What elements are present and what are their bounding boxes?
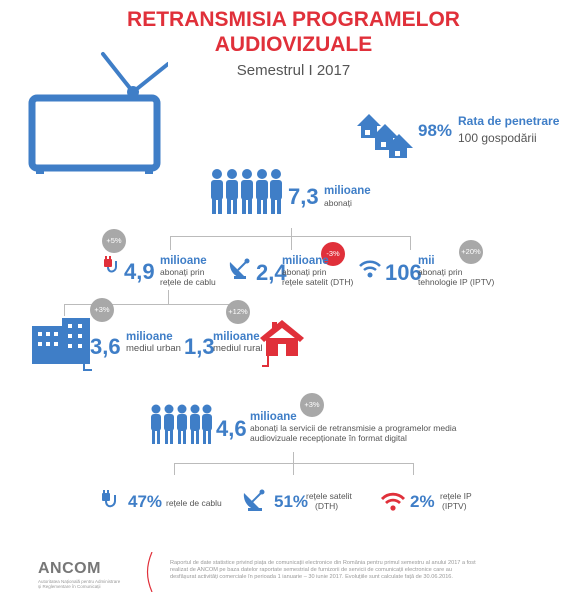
- tree-line: [174, 463, 175, 475]
- wifi-icon: [380, 492, 406, 511]
- footer-divider: [146, 552, 153, 592]
- urban-badge: +3%: [90, 298, 114, 322]
- plug-icon: [104, 256, 117, 273]
- digital-value: 4,6: [216, 416, 247, 441]
- digital-desc2: audiovizuale recepționate în format digi…: [250, 433, 407, 443]
- cable-value: 4,9: [124, 259, 155, 284]
- tree-line: [174, 463, 414, 464]
- tree-line: [410, 236, 411, 250]
- tree-line: [64, 304, 229, 305]
- tv-icon: [28, 52, 168, 174]
- urban-unit: milioane: [126, 331, 173, 343]
- penetration-label: Rata de penetrare: [458, 114, 560, 128]
- dth-value: 2,4: [256, 260, 287, 285]
- digital-iptv-label: rețele IP: [440, 491, 472, 501]
- satellite-dish-icon: [229, 258, 250, 279]
- footer-text1: Raportul de date statistice privind piaț…: [170, 560, 476, 566]
- digital-iptv-value: 2%: [410, 492, 435, 511]
- rural-value: 1,3: [184, 334, 215, 359]
- tree-line: [291, 228, 292, 250]
- penetration-sublabel: 100 gospodării: [458, 131, 537, 145]
- digital-desc1: abonați la servicii de retransmisie a pr…: [250, 423, 457, 433]
- iptv-desc1: abonați prin: [418, 267, 463, 277]
- footer-text2: realizat de ANCOM pe baza datelor raport…: [170, 567, 452, 573]
- page-title-line2: AUDIOVIZUALE: [214, 33, 373, 56]
- page-title: RETRANSMISIA PROGRAMELOR: [127, 8, 460, 31]
- footer-text3: desfășurat activități comerciale în peri…: [170, 574, 453, 580]
- dth-desc1: abonați prin: [282, 267, 327, 277]
- urban-value: 3,6: [90, 334, 121, 359]
- digital-dth-value: 51%: [274, 492, 309, 511]
- tree-line: [413, 463, 414, 475]
- dth-desc2: rețele satelit (DTH): [282, 277, 354, 287]
- subscribers-unit: milioane: [324, 185, 371, 197]
- tree-line: [64, 304, 65, 316]
- iptv-desc2: tehnologie IP (IPTV): [418, 277, 495, 287]
- rural-badge: +12%: [226, 300, 250, 324]
- digital-cable-value: 47%: [128, 492, 163, 511]
- urban-desc: mediul urban: [126, 343, 181, 354]
- tree-line: [170, 236, 171, 250]
- rural-desc: mediul rural: [213, 343, 263, 354]
- houses-icon: [357, 114, 413, 158]
- cable-desc1: abonați prin: [160, 267, 205, 277]
- dth-badge: -3%: [321, 242, 345, 266]
- satellite-dish-icon: [243, 489, 265, 511]
- iptv-badge: +20%: [459, 240, 483, 264]
- tree-line: [170, 236, 411, 237]
- page-subtitle: Semestrul I 2017: [236, 62, 351, 79]
- tree-line: [293, 452, 294, 475]
- people-group-icon: [151, 404, 212, 444]
- cable-desc2: rețele de cablu: [160, 277, 216, 287]
- house-icon: [260, 320, 304, 367]
- iptv-unit: mii: [418, 255, 435, 267]
- ancom-logo: ANCOM: [38, 560, 101, 577]
- digital-dth-label: rețele satelit: [306, 491, 352, 501]
- ancom-logo-sub2: și Reglementare în Comunicații: [38, 584, 101, 589]
- digital-cable-label: rețele de cablu: [166, 498, 222, 508]
- digital-dth-label2: (DTH): [315, 501, 339, 511]
- plug-icon: [102, 490, 116, 508]
- dth-unit: milioane: [282, 255, 329, 267]
- subscribers-value: 7,3: [288, 184, 319, 209]
- cable-unit: milioane: [160, 255, 207, 267]
- people-group-icon: [211, 169, 282, 214]
- rural-unit: milioane: [213, 331, 260, 343]
- digital-badge: +3%: [300, 393, 324, 417]
- iptv-value: 106: [385, 260, 422, 285]
- penetration-value: 98%: [418, 121, 453, 140]
- tree-line: [168, 290, 169, 304]
- digital-unit: milioane: [250, 411, 297, 423]
- ancom-logo-sub1: Autoritatea Națională pentru Administrar…: [38, 579, 121, 584]
- wifi-icon: [359, 260, 381, 278]
- digital-iptv-label2: (IPTV): [442, 501, 467, 511]
- subscribers-desc: abonați: [324, 198, 352, 208]
- cable-badge: +5%: [102, 229, 126, 253]
- building-icon: [32, 318, 92, 371]
